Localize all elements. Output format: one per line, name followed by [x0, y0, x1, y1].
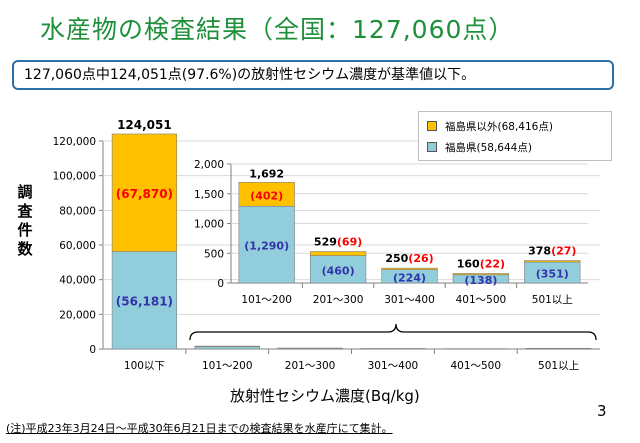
data-label-outside-fukushima: (67,870) — [116, 187, 173, 201]
bar-fukushima — [111, 251, 178, 350]
legend-swatch-fukushima — [427, 142, 437, 152]
data-label-outside-fukushima: (26) — [408, 252, 433, 265]
page-number: 3 — [597, 402, 607, 420]
data-label-outside-fukushima: (27) — [551, 245, 576, 258]
bar-outside-fukushima — [111, 133, 178, 252]
y-tick-label: 2,000 — [194, 159, 224, 171]
y-tick-label: 0 — [89, 344, 96, 356]
bar-outside-fukushima — [194, 345, 260, 348]
x-category-label: 101～200 — [202, 360, 253, 372]
x-category-label: 100以下 — [124, 360, 165, 372]
data-label-fukushima: (56,181) — [116, 294, 173, 308]
bar-outside-fukushima — [524, 260, 581, 263]
data-label-total: 124,051 — [117, 118, 172, 132]
data-label-total: 529 — [314, 236, 337, 249]
x-category-label: 301～400 — [384, 294, 435, 306]
x-category-label: 301～400 — [368, 360, 419, 372]
x-category-label: 201～300 — [313, 294, 364, 306]
legend-label: 福島県(58,644点) — [445, 141, 532, 154]
bar-outside-fukushima — [309, 251, 367, 256]
bar-fukushima — [238, 205, 295, 284]
data-label-fukushima: (460) — [322, 264, 355, 277]
data-label-outside-fukushima: (402) — [250, 189, 283, 202]
x-category-label: 501以上 — [538, 360, 579, 372]
data-label-fukushima: (1,290) — [244, 240, 289, 253]
summary-text: 127,060点中124,051点(97.6%)の放射性セシウム濃度が基準値以下… — [12, 60, 614, 90]
y-tick-label: 1,000 — [194, 219, 224, 231]
legend-label: 福島県以外(68,416点) — [445, 120, 553, 133]
data-label-total-group: 529(69) — [314, 236, 362, 249]
bar-fukushima — [309, 255, 367, 284]
data-label-total-group: 250(26) — [385, 252, 433, 265]
y-tick-label: 40,000 — [59, 275, 96, 287]
data-label-total: 160 — [457, 257, 480, 270]
x-category-label: 501以上 — [532, 294, 573, 306]
data-label-total-group: 160(22) — [457, 257, 505, 270]
inset-chart: 0 500 1,000 1,500 2,000 101～200 (1,290) (402) 1,… — [194, 159, 588, 306]
y-tick-label: 120,000 — [53, 136, 96, 148]
bar-outside-fukushima — [238, 182, 295, 207]
x-category-label: 201～300 — [285, 360, 336, 372]
y-axis-label: 調査件数 — [17, 183, 33, 258]
data-label-fukushima: (351) — [536, 268, 569, 281]
data-label-total: 1,692 — [249, 167, 284, 180]
data-label-outside-fukushima: (22) — [480, 257, 505, 270]
legend-item-fukushima: 福島県(58,644点) — [427, 140, 532, 154]
data-label-outside-fukushima: (69) — [337, 236, 362, 249]
data-label-total: 378 — [528, 245, 551, 258]
legend-item-outside-fukushima: 福島県以外(68,416点) — [427, 119, 553, 133]
y-tick-label: 80,000 — [59, 205, 96, 217]
bar-outside-fukushima — [381, 267, 438, 270]
x-category-label: 401～500 — [456, 294, 507, 306]
y-tick-label: 20,000 — [59, 309, 96, 321]
x-category-label: 401～500 — [450, 360, 501, 372]
y-tick-label: 100,000 — [53, 171, 96, 183]
footnote: (注)平成23年3月24日～平成30年6月21日までの検査結果を水産庁にて集計。 — [6, 422, 393, 435]
y-tick-label: 500 — [204, 248, 224, 260]
inset-bracket — [189, 323, 597, 341]
page-title: 水産物の検査結果（全国：127,060点） — [40, 15, 515, 44]
data-label-fukushima: (138) — [464, 274, 497, 287]
y-tick-label: 60,000 — [59, 240, 96, 252]
x-axis-label: 放射性セシウム濃度(Bq/kg) — [230, 387, 420, 405]
data-label-total: 250 — [385, 252, 408, 265]
legend-swatch-outside — [427, 121, 437, 131]
bar-outside-fukushima — [452, 273, 510, 276]
legend: 福島県以外(68,416点) 福島県(58,644点) — [418, 111, 612, 161]
bar-fukushima — [194, 346, 260, 350]
data-label-fukushima: (224) — [393, 271, 426, 284]
x-category-label: 101～200 — [241, 294, 292, 306]
y-tick-label: 0 — [217, 278, 224, 290]
data-label-total-group: 378(27) — [528, 245, 576, 258]
y-tick-label: 1,500 — [194, 189, 224, 201]
